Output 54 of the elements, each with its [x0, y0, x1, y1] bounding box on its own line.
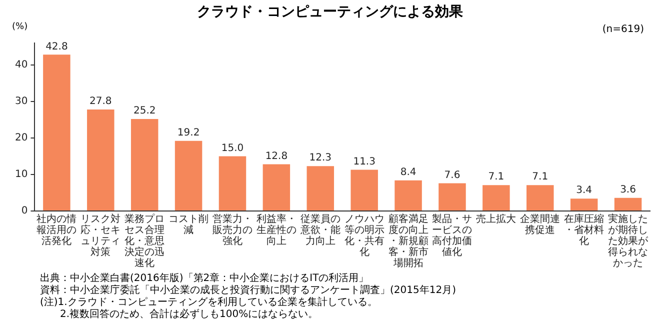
x-tick-label: 実施したが期待した効果が得られなかった — [608, 213, 650, 270]
bar — [130, 118, 158, 210]
y-tick-label: 40 — [14, 60, 28, 71]
data-label: 27.8 — [90, 96, 112, 108]
bar — [174, 140, 202, 210]
bar — [262, 164, 290, 210]
x-tick-label: コスト削減 — [168, 213, 209, 236]
x-tick-label: 顧客満足度の向上・新規顧客・新市場開拓 — [388, 213, 428, 270]
bar — [482, 185, 510, 210]
x-tick-label: 製品・サービスの高付加価値化 — [432, 213, 472, 258]
data-label: 12.8 — [265, 150, 288, 162]
x-tick-label: 企業間連携促進 — [520, 213, 560, 236]
x-tick-label: 利益率・生産性の向上 — [256, 213, 296, 248]
data-label: 25.2 — [133, 106, 156, 117]
text: (注)1.クラウド・コンピューティングを利用している企業を集計している。 — [40, 297, 378, 308]
data-label: 12.3 — [309, 152, 332, 164]
bar — [438, 183, 466, 210]
bar — [218, 156, 246, 210]
data-label: 8.4 — [400, 166, 416, 178]
x-tick-label: 社内の情報活用の活発化 — [36, 213, 77, 248]
data-label: 3.4 — [576, 185, 592, 196]
data-label: 7.1 — [488, 172, 504, 183]
bar — [87, 109, 114, 210]
data-label: 7.1 — [532, 172, 548, 183]
bar — [570, 198, 598, 210]
text: 資料：中小企業庁委託「中小企業の成長と投資行動に関するアンケート調査」(2015年12月) — [40, 285, 456, 296]
data-label: 7.6 — [444, 170, 460, 181]
y-tick-label: 30 — [14, 96, 28, 108]
bar — [306, 166, 334, 210]
chart-subtitle: (n=619) — [602, 24, 644, 35]
data-label: 3.6 — [620, 184, 636, 196]
text: 2.複数回答のため、合計は必ずしも100%にはならない。 — [59, 309, 320, 321]
y-axis-title: (%) — [12, 22, 28, 32]
bar — [394, 180, 422, 210]
x-tick-label: ノウハウ等の明示化・共有化 — [344, 214, 384, 258]
data-label: 19.2 — [177, 127, 200, 138]
x-tick-label: 業務プロセス合理化・意思決定の迅速化 — [124, 213, 165, 270]
y-tick-label: 10 — [14, 169, 28, 180]
bar — [526, 185, 554, 210]
bar — [614, 198, 642, 210]
data-label: 42.8 — [46, 41, 68, 52]
data-label: 11.3 — [353, 156, 376, 168]
bar — [43, 54, 70, 210]
data-label: 15.0 — [221, 142, 244, 154]
x-tick-label: リスク対応・セキュリティ対策 — [80, 213, 121, 258]
bar — [350, 170, 378, 210]
chart-title: クラウド・コンピューティングによる効果 — [196, 3, 464, 21]
x-tick-label: 売上拡大 — [476, 213, 516, 226]
x-tick-label: 在庫圧縮・省材料化 — [564, 213, 604, 248]
x-tick-label: 従業員の意欲・能力向上 — [299, 213, 340, 248]
y-tick-label: 0 — [21, 206, 28, 217]
source-note: 出典：中小企業白書(2016年版)「第2章：中小企業におけるITの利活用」 — [40, 273, 370, 284]
y-tick-label: 20 — [14, 132, 28, 144]
x-tick-label: 営業力・販売力の強化 — [212, 213, 252, 248]
